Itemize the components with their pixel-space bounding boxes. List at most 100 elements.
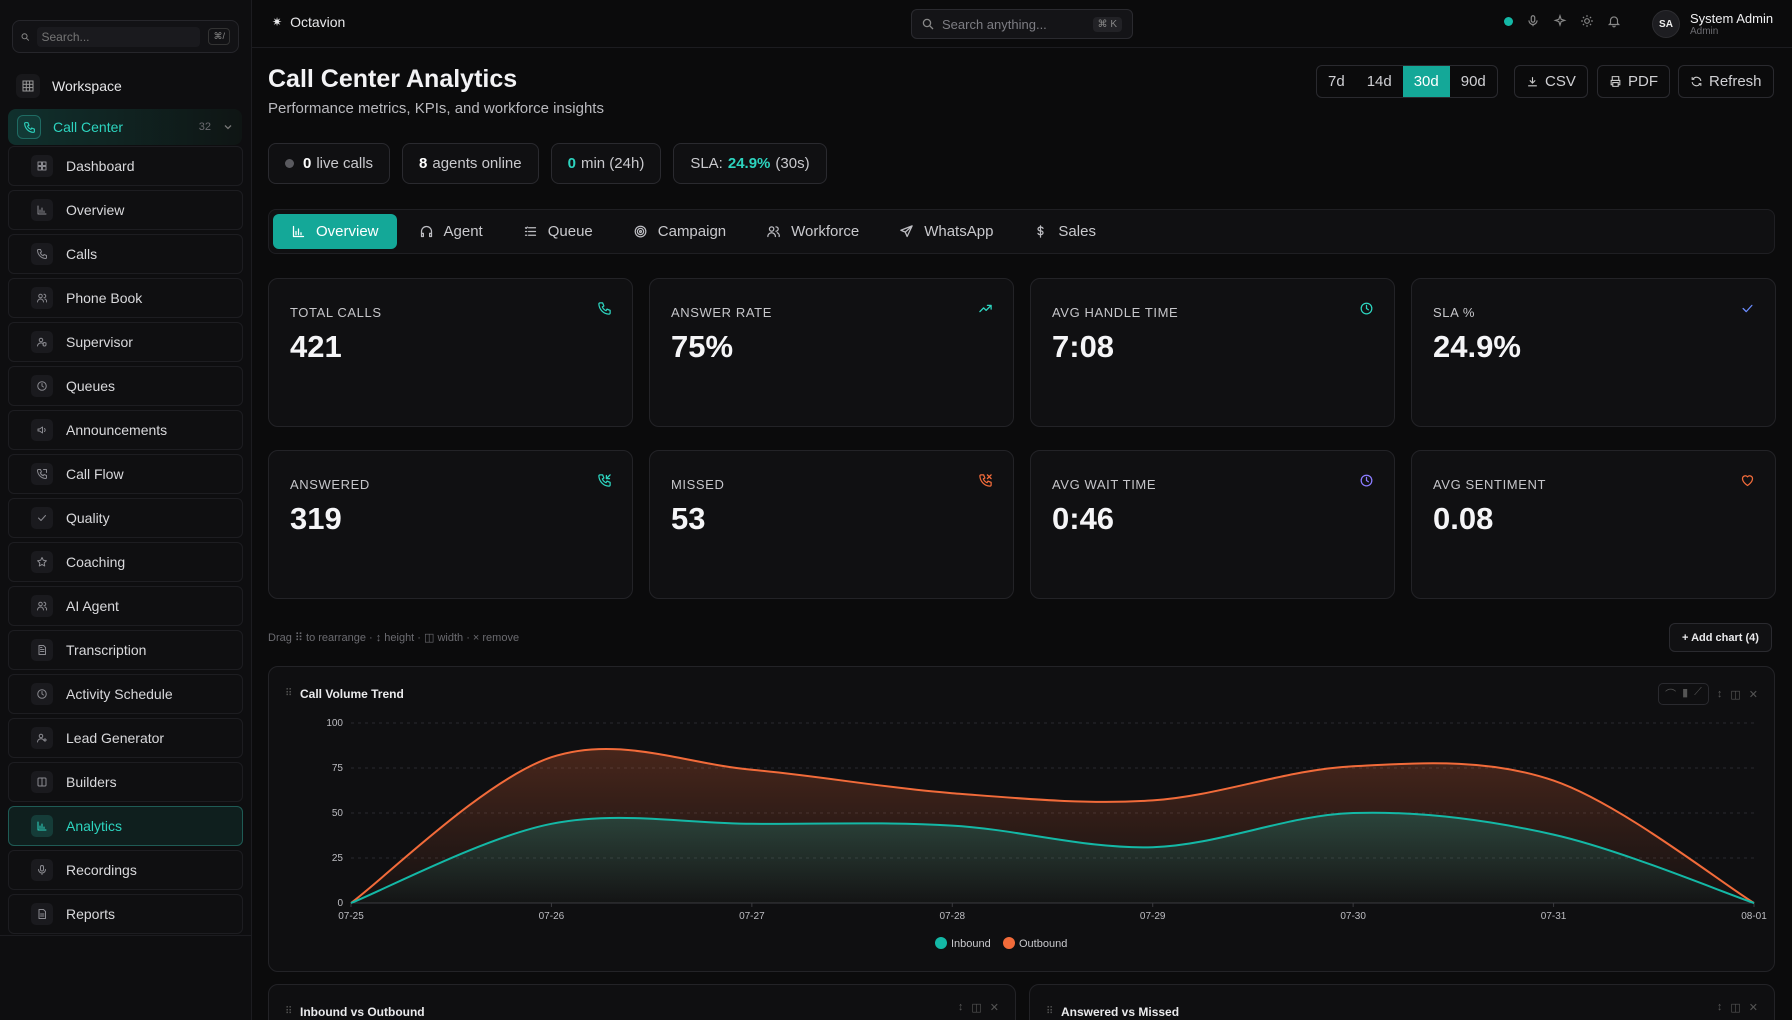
kpi-value: 53: [671, 501, 706, 536]
search-placeholder: Search anything...: [942, 16, 1047, 32]
drag-handle-icon[interactable]: ⠿: [285, 688, 293, 699]
add-chart-button[interactable]: + Add chart (4): [1669, 623, 1772, 652]
sla-prefix: SLA:: [690, 155, 723, 172]
sun-icon[interactable]: [1580, 14, 1594, 28]
workspace-label: Workspace: [52, 78, 122, 94]
sidebar-item-announcements[interactable]: Announcements: [8, 410, 243, 450]
close-icon[interactable]: ✕: [1748, 688, 1758, 701]
kpi-card-answer-rate: ANSWER RATE 75%: [649, 278, 1014, 427]
sidebar-item-lead-generator[interactable]: Lead Generator: [8, 718, 243, 758]
sidebar-item-calls[interactable]: Calls: [8, 234, 243, 274]
refresh-icon: [1691, 76, 1702, 87]
kpi-card-avg-handle-time: AVG HANDLE TIME 7:08: [1030, 278, 1395, 427]
clock-icon: [1359, 301, 1374, 321]
sidebar-item-label: Announcements: [66, 422, 168, 438]
avatar[interactable]: SA: [1652, 10, 1680, 38]
phone-icon: [17, 115, 41, 139]
sidebar-item-quality[interactable]: Quality: [8, 498, 243, 538]
resize-height-icon[interactable]: ↕: [957, 1001, 964, 1013]
user-name: System Admin: [1690, 11, 1774, 26]
tab-campaign[interactable]: Campaign: [615, 214, 744, 249]
phone-incoming-icon: [597, 473, 612, 493]
user-menu[interactable]: System Admin Admin: [1690, 11, 1773, 37]
range-7d[interactable]: 7d: [1328, 73, 1345, 90]
range-90d[interactable]: 90d: [1460, 73, 1486, 90]
range-14d[interactable]: 14d: [1366, 73, 1392, 90]
resize-height-icon[interactable]: ↕: [1716, 1001, 1723, 1013]
tab-overview[interactable]: Overview: [273, 214, 397, 249]
brand-name: Octavion: [290, 14, 346, 30]
resize-width-icon[interactable]: ◫: [971, 1002, 982, 1014]
tab-agent[interactable]: Agent: [401, 214, 501, 249]
sidebar-item-reports[interactable]: Reports: [8, 894, 243, 934]
global-search[interactable]: Search anything... ⌘ K: [911, 9, 1133, 39]
sidebar-item-queues[interactable]: Queues: [8, 366, 243, 406]
sidebar-item-call-flow[interactable]: Call Flow: [8, 454, 243, 494]
sidebar-item-recordings[interactable]: Recordings: [8, 850, 243, 890]
sidebar-item-label: Dashboard: [66, 158, 135, 174]
close-icon[interactable]: ✕: [989, 1002, 999, 1014]
kpi-card-sla: SLA % 24.9%: [1411, 278, 1776, 427]
sidebar-item-dashboard[interactable]: Dashboard: [8, 146, 243, 186]
page-subtitle: Performance metrics, KPIs, and workforce…: [268, 100, 604, 117]
workspace-icon: [16, 74, 40, 98]
sidebar-search-input[interactable]: [37, 26, 201, 47]
legend-label-inbound: Inbound: [951, 938, 991, 950]
list-icon: [523, 224, 538, 239]
tab-queue[interactable]: Queue: [505, 214, 611, 249]
user-plus-icon: [31, 727, 53, 749]
megaphone-icon: [31, 419, 53, 441]
sidebar-item-phone-book[interactable]: Phone Book: [8, 278, 243, 318]
layout-hint: Drag ⠿ to rearrange · ↕ height · ◫ width…: [268, 632, 520, 644]
sidebar-item-coaching[interactable]: Coaching: [8, 542, 243, 582]
sidebar-section-call-center[interactable]: Call Center 32: [8, 109, 242, 145]
columns-icon: [31, 771, 53, 793]
resize-width-icon[interactable]: ◫: [1730, 688, 1741, 701]
x-tick-label: 07-26: [539, 911, 565, 922]
range-30d[interactable]: 30d: [1402, 66, 1450, 97]
sidebar-item-analytics[interactable]: Analytics: [8, 806, 243, 846]
sidebar-item-activity-schedule[interactable]: Activity Schedule: [8, 674, 243, 714]
tab-label: Overview: [316, 223, 379, 240]
minutes-label: min (24h): [580, 155, 645, 172]
brand[interactable]: ✷ Octavion: [272, 14, 345, 30]
sidebar-item-overview[interactable]: Overview: [8, 190, 243, 230]
workspace-link[interactable]: Workspace: [16, 74, 122, 98]
chart-type-toggle[interactable]: ⌒ ▮ ⟋: [1658, 683, 1709, 705]
close-icon[interactable]: ✕: [1748, 1002, 1758, 1014]
resize-width-icon[interactable]: ◫: [1730, 1002, 1741, 1014]
sidebar-item-supervisor[interactable]: Supervisor: [8, 322, 243, 362]
sidebar-item-ai-agent[interactable]: AI Agent: [8, 586, 243, 626]
pdf-button[interactable]: PDF: [1597, 65, 1670, 98]
live-indicator-icon: [285, 159, 294, 168]
mic-icon[interactable]: [1526, 14, 1540, 28]
csv-button[interactable]: CSV: [1514, 65, 1588, 98]
tab-whatsapp[interactable]: WhatsApp: [881, 214, 1011, 249]
grid-icon: [31, 155, 53, 177]
area-chart-icon[interactable]: ⌒: [1665, 689, 1677, 701]
sidebar-item-builders[interactable]: Builders: [8, 762, 243, 802]
answered-missed-chart-card: ⠿ Answered vs Missed ↕ ◫ ✕: [1029, 984, 1775, 1020]
check-icon: [31, 507, 53, 529]
tab-sales[interactable]: Sales: [1015, 214, 1114, 249]
resize-height-icon[interactable]: ↕: [1716, 688, 1723, 700]
sidebar-item-transcription[interactable]: Transcription: [8, 630, 243, 670]
sidebar-item-label: Quality: [66, 510, 110, 526]
y-tick-label: 100: [326, 718, 343, 729]
series-line-outbound: [350, 747, 1755, 904]
bar-chart-icon[interactable]: ▮: [1682, 687, 1689, 699]
line-chart-icon[interactable]: ⟋: [1694, 686, 1702, 698]
tab-label: Queue: [547, 223, 593, 240]
tab-label: Agent: [443, 223, 483, 240]
tab-workforce[interactable]: Workforce: [748, 214, 877, 249]
drag-handle-icon[interactable]: ⠿: [1046, 1006, 1054, 1017]
refresh-button[interactable]: Refresh: [1678, 65, 1774, 98]
users-icon: [766, 224, 781, 239]
kpi-value: 0:46: [1052, 501, 1115, 536]
shortcut-hint: ⌘ K: [1092, 16, 1122, 32]
kpi-card-avg-wait-time: AVG WAIT TIME 0:46: [1030, 450, 1395, 599]
bell-icon[interactable]: [1607, 14, 1621, 28]
drag-handle-icon[interactable]: ⠿: [285, 1006, 293, 1017]
inbound-outbound-chart-card: ⠿ Inbound vs Outbound ↕ ◫ ✕: [268, 984, 1016, 1020]
sparkles-icon[interactable]: [1553, 14, 1567, 28]
